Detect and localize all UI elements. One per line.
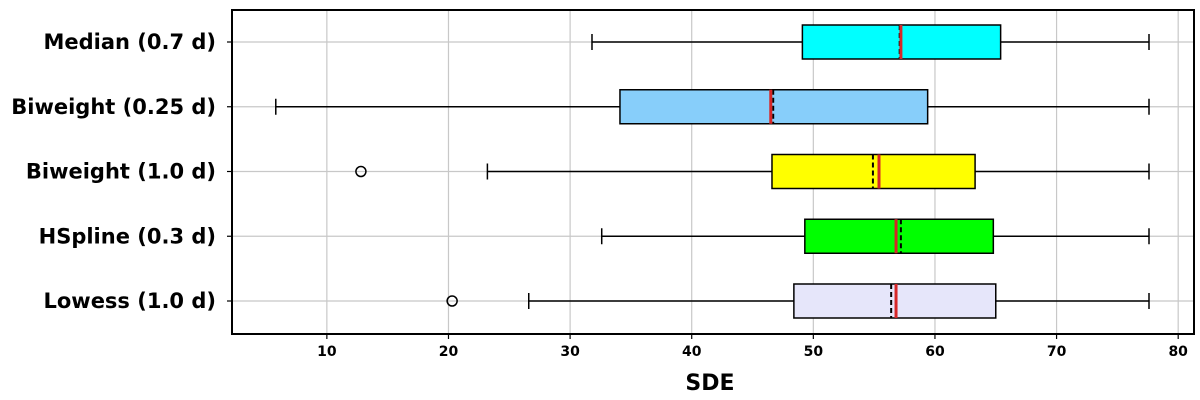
category-label: Lowess (1.0 d) bbox=[43, 289, 216, 313]
box-3 bbox=[600, 218, 1150, 254]
box-0 bbox=[591, 24, 1150, 60]
iqr-box bbox=[804, 218, 995, 254]
outlier-point bbox=[355, 165, 367, 178]
x-tick-label: 30 bbox=[560, 344, 580, 360]
box-series bbox=[275, 24, 1150, 319]
category-label: Median (0.7 d) bbox=[43, 30, 216, 54]
x-axis-ticks: 10 20 30 40 50 60 70 80 bbox=[317, 334, 1188, 360]
x-tick-label: 50 bbox=[804, 344, 824, 360]
x-tick-label: 40 bbox=[682, 344, 702, 360]
box-4 bbox=[446, 283, 1150, 319]
category-labels: Median (0.7 d) Biweight (0.25 d) Biweight … bbox=[11, 30, 232, 313]
x-tick-label: 10 bbox=[317, 344, 337, 360]
x-tick-label: 70 bbox=[1047, 344, 1067, 360]
box-2 bbox=[355, 153, 1150, 190]
outlier-point bbox=[446, 295, 458, 307]
x-axis-label: SDE bbox=[685, 371, 734, 396]
category-label: HSpline (0.3 d) bbox=[39, 224, 216, 248]
x-tick-label: 20 bbox=[439, 344, 459, 360]
box-1 bbox=[275, 89, 1150, 125]
category-label: Biweight (0.25 d) bbox=[11, 95, 216, 119]
x-tick-label: 80 bbox=[1168, 344, 1188, 360]
category-label: Biweight (1.0 d) bbox=[26, 160, 216, 184]
x-tick-label: 60 bbox=[925, 344, 945, 360]
